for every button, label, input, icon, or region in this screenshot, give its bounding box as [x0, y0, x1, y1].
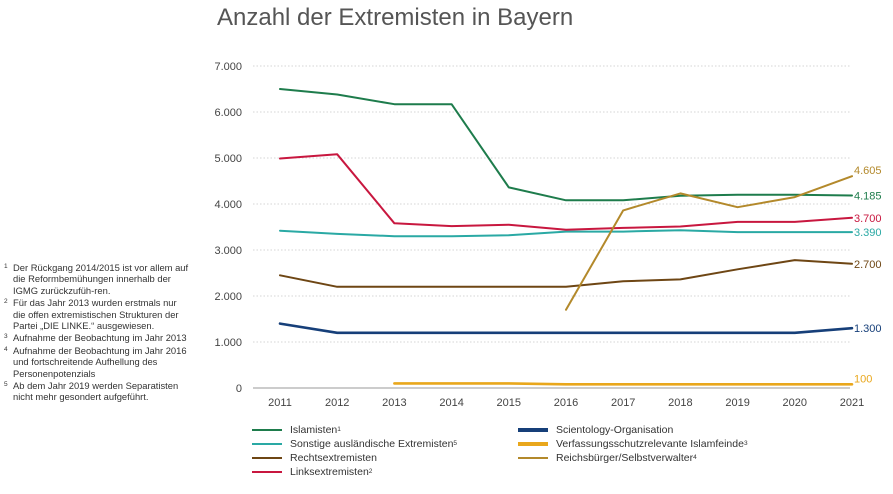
series-line-linksextremisten: [279, 153, 853, 231]
x-tick-label: 2018: [668, 397, 692, 409]
y-axis-tick-labels: 0 1.000 2.000 3.000 4.000 5.000 6.000 7.000: [214, 61, 242, 395]
x-tick-label: 2014: [439, 397, 463, 409]
x-tick-label: 2012: [325, 397, 349, 409]
legend-swatch: [252, 471, 282, 473]
end-label-sonstige-ausl-ndische-extremisten: 3.390: [854, 227, 882, 239]
y-tick-label: 0: [236, 383, 242, 395]
legend-item: Verfassungsschutzrelevante Islamfeinde 3: [518, 438, 748, 450]
footnote-2: 2 Für das Jahr 2013 wurden erstmals nur d…: [4, 297, 189, 331]
footnote-4: 4 Aufnahme der Beobachtung im Jahr 2016 u…: [4, 345, 189, 379]
y-tick-label: 1.000: [214, 337, 242, 349]
legend-swatch: [518, 457, 548, 459]
legend-item: Islamisten 1: [252, 424, 341, 436]
footnote-marker: 2: [4, 298, 8, 306]
x-tick-label: 2015: [497, 397, 521, 409]
end-label-linksextremisten: 3.700: [854, 213, 882, 225]
legend-item: Scientology-Organisation: [518, 424, 673, 436]
x-tick-label: 2011: [268, 397, 292, 409]
series-line-scientology-organisation: [278, 322, 854, 335]
series-line-sonstige-ausl-ndische-extremisten: [279, 229, 853, 238]
legend-item: Rechtsextremisten: [252, 452, 377, 464]
series-end-labels: 4.185 3.390 2.700 3.700 1.300 100 4.605: [854, 165, 882, 385]
series-lines: [278, 88, 854, 386]
footnote-text: Der Rückgang 2014/2015 ist vor allem auf…: [13, 262, 189, 296]
footnote-text: Für das Jahr 2013 wurden erstmals nur di…: [13, 297, 179, 332]
end-label-verfassungsschutzrelevante-islamfeinde: 100: [854, 373, 872, 385]
legend-label: Verfassungsschutzrelevante Islamfeinde: [556, 438, 744, 450]
legend-label: Rechtsextremisten: [290, 452, 377, 464]
series-line-reichsb-rger-selbstverwalter: [565, 175, 853, 311]
y-tick-label: 6.000: [214, 107, 242, 119]
legend-swatch: [518, 428, 548, 432]
x-tick-label: 2019: [725, 397, 749, 409]
x-axis-tick-labels: 2011 2012 2013 2014 2015 2016 2017 2018 2019 2020…: [268, 397, 864, 409]
legend-label: Scientology-Organisation: [556, 424, 674, 436]
footnote-marker: 5: [4, 381, 8, 389]
legend-label: Sonstige ausländische Extremisten: [290, 438, 454, 450]
legend: Islamisten 1 Sonstige ausländische Extremi…: [252, 424, 812, 484]
legend-swatch: [518, 442, 548, 446]
footnote-text: Ab dem Jahr 2019 werden Separatisten nic…: [13, 380, 179, 403]
footnotes: 1 Der Rückgang 2014/2015 ist vor allem au…: [4, 262, 189, 404]
y-tick-label: 7.000: [214, 61, 242, 73]
y-tick-label: 3.000: [214, 245, 242, 257]
x-tick-label: 2020: [783, 397, 807, 409]
footnote-text: Aufnahme der Beobachtung im Jahr 2016 un…: [13, 344, 187, 379]
legend-label: Linksextremisten: [290, 466, 369, 478]
x-tick-label: 2016: [554, 397, 578, 409]
footnote-marker: 3: [4, 333, 8, 341]
legend-item: Sonstige ausländische Extremisten 5: [252, 438, 457, 450]
legend-swatch: [252, 457, 282, 459]
x-tick-label: 2013: [382, 397, 406, 409]
gridlines: [253, 65, 850, 389]
legend-label: Islamisten: [290, 424, 338, 436]
footnote-1: 1 Der Rückgang 2014/2015 ist vor allem au…: [4, 262, 189, 296]
end-label-reichsb-rger-selbstverwalter: 4.605: [854, 165, 882, 177]
series-line-islamisten: [279, 88, 853, 202]
footnote-5: 5 Ab dem Jahr 2019 werden Separatisten ni…: [4, 380, 189, 403]
legend-swatch: [252, 429, 282, 431]
x-tick-label: 2021: [840, 397, 864, 409]
legend-item: Reichsbürger/Selbstverwalter 4: [518, 452, 697, 464]
footnote-marker: 1: [4, 263, 8, 270]
y-tick-label: 2.000: [214, 291, 242, 303]
footnote-text: Aufnahme der Beobachtung im Jahr 2013: [13, 332, 187, 344]
y-tick-label: 5.000: [214, 153, 242, 165]
legend-item: Linksextremisten 2: [252, 466, 372, 478]
chart-title: Anzahl der Extremisten in Bayern: [217, 4, 574, 31]
footnote-3: 3 Aufnahme der Beobachtung im Jahr 2013: [4, 332, 189, 343]
legend-swatch: [252, 443, 282, 445]
legend-label: Reichsbürger/Selbstverwalter: [556, 452, 694, 464]
series-line-verfassungsschutzrelevante-islamfeinde: [393, 382, 854, 386]
end-label-islamisten: 4.185: [854, 190, 882, 202]
y-tick-label: 4.000: [214, 199, 242, 211]
end-label-scientology-organisation: 1.300: [854, 323, 882, 335]
footnote-marker: 4: [4, 345, 8, 353]
x-tick-label: 2017: [611, 397, 635, 409]
series-line-rechtsextremisten: [279, 259, 853, 288]
end-label-rechtsextremisten: 2.700: [854, 259, 882, 271]
